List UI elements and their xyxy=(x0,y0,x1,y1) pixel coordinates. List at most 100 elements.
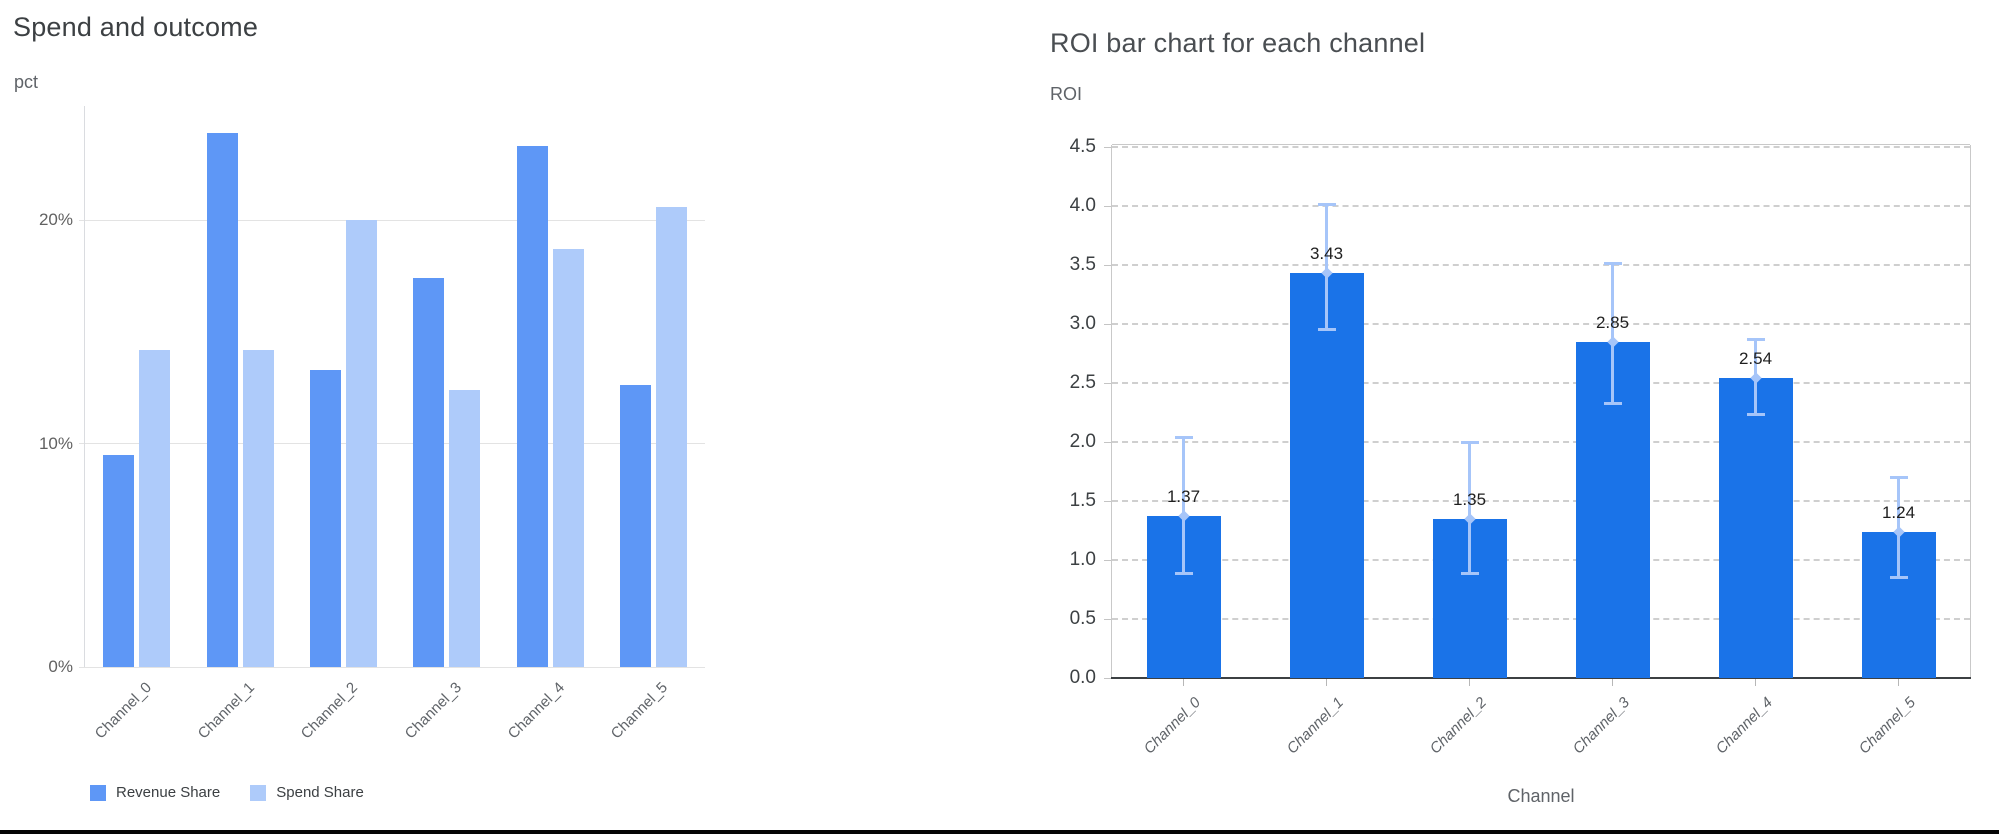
x-tick-label: Channel_3 xyxy=(401,679,465,743)
bar-spend-share-channel_3 xyxy=(449,389,481,667)
y-tick-label: 3.0 xyxy=(1069,313,1096,334)
plot-spine-left xyxy=(1111,145,1112,678)
y-tick-label: 0% xyxy=(48,657,73,676)
gridline xyxy=(85,666,705,668)
bar-revenue-share-channel_4 xyxy=(516,146,548,667)
y-axis-unit-label: pct xyxy=(14,72,39,92)
y-axis-tick xyxy=(1104,264,1112,266)
bar-value-label: 2.85 xyxy=(1595,312,1630,332)
x-tick-label: Channel_2 xyxy=(1426,694,1490,758)
y-tick-label: 0.5 xyxy=(1069,608,1096,629)
gridline xyxy=(1112,264,1970,266)
bar-value-label: 3.43 xyxy=(1309,244,1344,264)
error-bar-line xyxy=(1182,437,1185,575)
bar-revenue-share-channel_2 xyxy=(309,369,341,667)
x-tick-label: Channel_0 xyxy=(91,679,155,743)
y-tick-label: 2.0 xyxy=(1069,431,1096,452)
bar-revenue-share-channel_1 xyxy=(206,132,238,667)
x-tick-label: Channel_1 xyxy=(194,679,259,743)
x-axis-tick xyxy=(1755,679,1756,686)
y-axis-tick xyxy=(1104,441,1112,443)
bar-revenue-share-channel_3 xyxy=(413,278,445,667)
y-tick-label: 10% xyxy=(38,433,73,453)
y-axis-label: ROI xyxy=(1050,84,1083,104)
legend: Revenue Share Spend Share xyxy=(90,784,364,801)
error-bar-cap-top xyxy=(1460,441,1479,444)
error-bar-cap-top xyxy=(1889,476,1908,480)
legend-item-revenue-share: Revenue Share xyxy=(90,784,220,801)
y-axis-tick xyxy=(1104,677,1112,679)
y-axis-tick xyxy=(1104,205,1112,207)
legend-swatch-spend-share xyxy=(250,784,267,801)
bar-value-label: 1.37 xyxy=(1166,487,1201,507)
bar-spend-share-channel_1 xyxy=(242,349,274,667)
bar-value-label: 1.24 xyxy=(1881,502,1916,522)
gridline xyxy=(1112,146,1970,148)
x-tick-label: Channel_4 xyxy=(504,679,569,743)
chart-title: Spend and outcome xyxy=(13,12,259,42)
y-axis-tick xyxy=(79,443,85,444)
y-axis-tick xyxy=(79,666,85,668)
legend-item-spend-share: Spend Share xyxy=(250,784,364,801)
x-tick-label: Channel_3 xyxy=(1569,694,1633,758)
gridline xyxy=(1112,559,1970,561)
x-axis-tick xyxy=(1326,679,1327,686)
gridline xyxy=(1112,382,1970,384)
error-bar-cap-bottom xyxy=(1746,412,1765,416)
x-axis-tick xyxy=(1898,679,1899,686)
y-axis-tick xyxy=(79,219,85,221)
error-bar-cap-bottom xyxy=(1889,575,1908,579)
y-tick-label: 20% xyxy=(38,210,73,229)
x-axis-tick xyxy=(1612,679,1613,686)
error-bar-cap-bottom xyxy=(1460,572,1479,576)
x-tick-label: Channel_0 xyxy=(1140,694,1204,758)
error-bar-cap-bottom xyxy=(1603,402,1622,406)
bar-revenue-share-channel_5 xyxy=(619,385,651,667)
bar-value-label: 1.35 xyxy=(1452,489,1487,509)
y-tick-label: 0.0 xyxy=(1069,667,1096,688)
error-bar-cap-bottom xyxy=(1174,572,1193,576)
roi-bar-channel_1 xyxy=(1289,273,1364,678)
bar-spend-share-channel_4 xyxy=(552,249,584,667)
gridline xyxy=(85,443,705,444)
error-bar-line xyxy=(1611,262,1614,405)
legend-swatch-revenue-share xyxy=(90,784,106,801)
y-axis-line xyxy=(84,106,85,667)
bar-spend-share-channel_0 xyxy=(139,349,171,667)
gridline xyxy=(1112,441,1970,443)
x-tick-label: Channel_5 xyxy=(1855,694,1919,758)
bar-revenue-share-channel_0 xyxy=(103,454,135,667)
x-axis-tick xyxy=(1183,679,1184,686)
legend-label-spend-share: Spend Share xyxy=(276,784,364,801)
y-axis-tick xyxy=(1104,559,1112,561)
x-tick-label: Channel_1 xyxy=(1283,694,1347,758)
plot-area-spend-outcome: 0% 10% 20% Channel_0 Channel_1 Channel_2 Chann… xyxy=(39,106,705,742)
error-bar-cap-bottom xyxy=(1317,327,1336,331)
x-tick-label: Channel_5 xyxy=(608,679,672,743)
gridline xyxy=(85,219,705,221)
error-bar-line xyxy=(1468,442,1471,575)
error-bar-cap-top xyxy=(1317,202,1336,206)
y-tick-label: 4.5 xyxy=(1069,136,1096,157)
plot-spine-top xyxy=(1112,144,1970,145)
y-tick-label: 1.0 xyxy=(1069,549,1096,570)
roi-bar-channel_4 xyxy=(1718,378,1793,678)
y-tick-label: 2.5 xyxy=(1069,372,1096,393)
x-tick-label: Channel_2 xyxy=(298,679,362,743)
y-tick-label: 1.5 xyxy=(1069,490,1096,511)
y-axis-tick xyxy=(1104,618,1112,620)
bottom-divider xyxy=(0,830,1999,834)
error-bar-cap-top xyxy=(1174,436,1193,440)
error-bar-cap-top xyxy=(1603,261,1622,265)
plot-spine-bottom xyxy=(1111,677,1971,679)
legend-label-revenue-share: Revenue Share xyxy=(116,784,221,801)
y-axis-tick xyxy=(1104,323,1112,325)
bar-spend-share-channel_5 xyxy=(655,206,687,667)
error-bar-line xyxy=(1325,203,1328,330)
x-tick-label: Channel_4 xyxy=(1712,694,1776,758)
x-axis-tick xyxy=(1469,679,1470,686)
gridline xyxy=(1112,500,1970,502)
chart-title: ROI bar chart for each channel xyxy=(1050,28,1426,58)
y-axis-tick xyxy=(1104,382,1112,384)
